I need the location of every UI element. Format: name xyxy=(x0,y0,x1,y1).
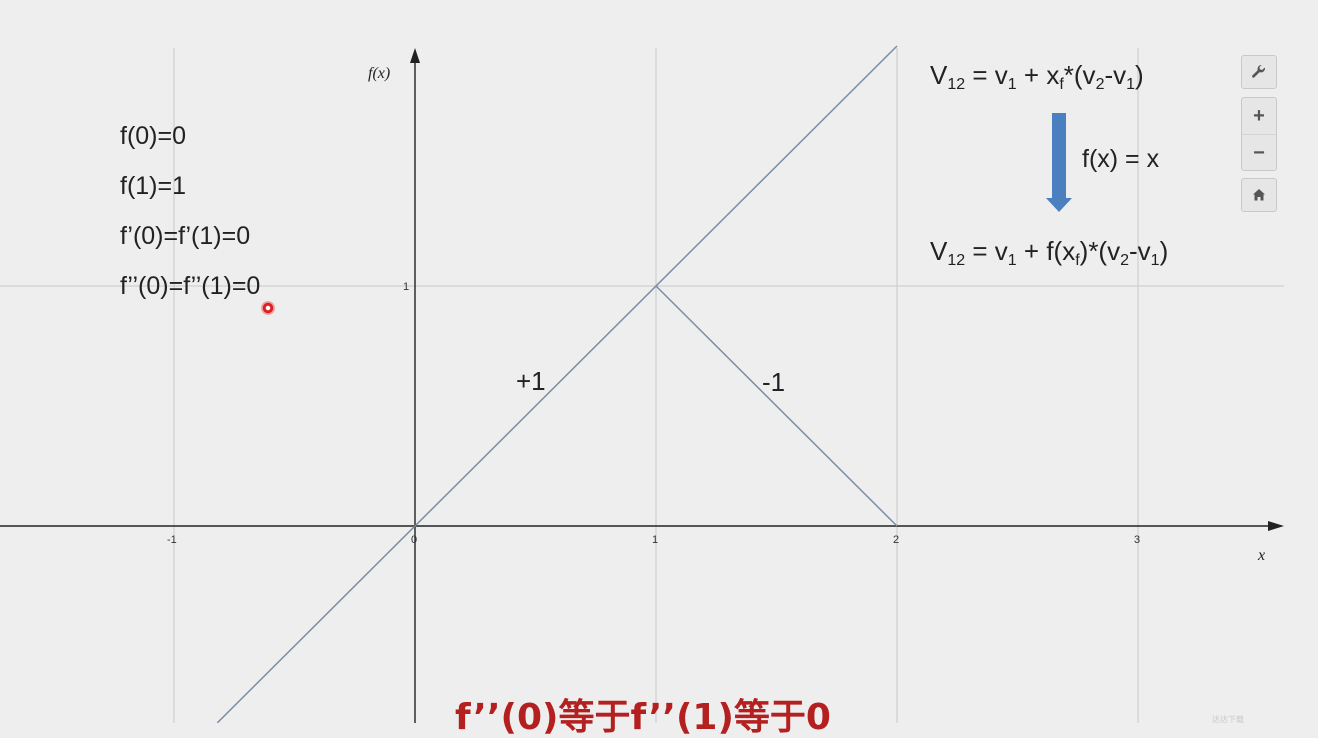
zoom-in-button[interactable]: + xyxy=(1253,104,1265,127)
x-tick-label: 2 xyxy=(893,534,899,546)
x-tick-label: 0 xyxy=(411,534,417,546)
arrow-label: f(x) = x xyxy=(1082,145,1160,173)
condition-f1: f(1)=1 xyxy=(120,172,187,200)
wrench-icon xyxy=(1252,64,1266,78)
formula-bottom: V12 = v1 + f(xf)*(v2-v1) xyxy=(930,236,1169,269)
video-subtitle: f’’(0)等于f’’(1)等于0 xyxy=(455,697,831,738)
x-axis-label: x xyxy=(1257,547,1265,564)
y-axis-label: f(x) xyxy=(368,65,390,82)
slope-label-minus-one: -1 xyxy=(762,367,785,397)
function-graph[interactable]: -1 0 1 2 3 1 x f(x) +1 -1 xyxy=(0,0,1318,723)
x-axis-arrowhead xyxy=(1268,521,1284,531)
grid-lines xyxy=(0,48,1284,723)
formula-top: V12 = v1 + xf*(v2-v1) xyxy=(930,60,1144,93)
down-arrow-icon xyxy=(1046,113,1072,212)
y-tick-label: 1 xyxy=(403,281,409,293)
axes xyxy=(0,48,1284,723)
home-button[interactable] xyxy=(1241,178,1277,212)
x-tick-label: 1 xyxy=(652,534,658,546)
condition-f0: f(0)=0 xyxy=(120,122,187,150)
settings-button[interactable] xyxy=(1241,55,1277,89)
x-tick-label: -1 xyxy=(167,534,177,546)
cursor-pointer-icon xyxy=(261,301,275,315)
home-icon xyxy=(1253,189,1265,201)
series-line-descending xyxy=(655,285,898,527)
tick-labels: -1 0 1 2 3 1 xyxy=(167,281,1140,546)
series-lines xyxy=(216,45,898,723)
slope-label-plus-one: +1 xyxy=(516,366,546,396)
condition-first-derivative: f’(0)=f’(1)=0 xyxy=(120,222,251,250)
condition-second-derivative: f’’(0)=f’’(1)=0 xyxy=(120,272,261,300)
zoom-controls: + − xyxy=(1241,97,1277,171)
zoom-out-button[interactable]: − xyxy=(1242,134,1276,171)
series-line-identity xyxy=(216,45,898,723)
watermark: 达达下载 xyxy=(1212,715,1244,724)
x-tick-label: 3 xyxy=(1134,534,1140,546)
y-axis-arrowhead xyxy=(410,48,420,63)
